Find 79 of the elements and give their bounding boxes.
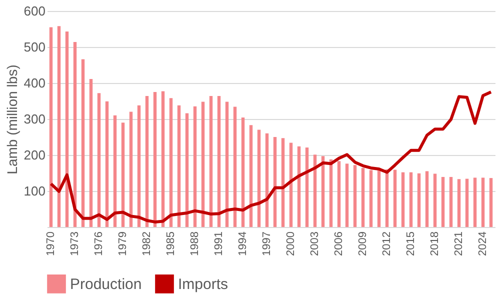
bar [97, 93, 101, 227]
legend-label: Imports [178, 276, 228, 293]
bar [345, 164, 349, 227]
bar [161, 91, 165, 227]
bar [81, 59, 85, 227]
y-axis-title: Lamb (million lbs) [4, 64, 20, 174]
bar [169, 98, 173, 227]
x-tick-label: 1991 [213, 232, 225, 256]
bar [201, 102, 205, 227]
bar [257, 130, 261, 227]
x-tick-label: 2024 [477, 232, 489, 256]
y-tick-label: 200 [24, 148, 46, 162]
bar [105, 101, 109, 227]
bar [145, 96, 149, 227]
x-tick-label: 2015 [405, 232, 417, 256]
bar [393, 170, 397, 227]
bar [209, 96, 213, 227]
y-tick-label: 300 [24, 112, 46, 126]
x-tick-label: 2009 [357, 232, 369, 256]
bar [49, 27, 53, 227]
bar [337, 161, 341, 227]
bar [473, 178, 477, 227]
bar [425, 171, 429, 227]
x-tick-label: 1976 [93, 232, 105, 256]
bar [465, 178, 469, 227]
x-tick-label: 2018 [429, 232, 441, 256]
bar [297, 146, 301, 227]
bar [249, 125, 253, 227]
bar [353, 165, 357, 227]
bar [177, 105, 181, 227]
bar [185, 113, 189, 227]
x-tick-label: 2003 [309, 232, 321, 256]
x-tick-label: 1973 [69, 232, 81, 256]
bar [369, 170, 373, 227]
y-tick-label: 600 [24, 4, 46, 18]
bar [241, 118, 245, 227]
bar [409, 172, 413, 227]
bar [121, 122, 125, 227]
y-tick-label: 500 [24, 40, 46, 54]
bar [449, 176, 453, 227]
bar [225, 102, 229, 227]
bar [113, 115, 117, 227]
bar [377, 170, 381, 227]
x-tick-label: 2021 [453, 232, 465, 256]
bar [489, 178, 493, 227]
x-tick-label: 1997 [261, 232, 273, 256]
bar [137, 105, 141, 227]
bar [313, 154, 317, 227]
bar [217, 96, 221, 227]
x-tick-label: 2006 [333, 232, 345, 256]
bar [481, 178, 485, 227]
bar [305, 147, 309, 227]
bar [401, 172, 405, 227]
y-tick-label: 100 [24, 184, 46, 198]
x-tick-label: 1988 [189, 232, 201, 256]
bar [417, 173, 421, 227]
bar [153, 92, 157, 227]
bar [273, 137, 277, 227]
bar [457, 179, 461, 227]
bar [89, 79, 93, 227]
bar [433, 174, 437, 227]
x-tick-label: 1985 [165, 232, 177, 256]
bar [441, 176, 445, 227]
bar [233, 106, 237, 227]
bar [321, 156, 325, 227]
legend-label: Production [70, 276, 142, 293]
bar [193, 106, 197, 227]
x-tick-label: 1979 [117, 232, 129, 256]
x-tick-label: 1970 [45, 232, 57, 256]
x-tick-label: 1982 [141, 232, 153, 256]
bar [361, 168, 365, 227]
line-series [50, 90, 492, 224]
x-tick-label: 2000 [285, 232, 297, 256]
bar [281, 138, 285, 227]
bar [57, 26, 61, 227]
y-tick-label: 400 [24, 76, 46, 90]
x-tick-label: 1994 [237, 232, 249, 256]
x-tick-label: 2012 [381, 232, 393, 256]
bar [129, 112, 133, 227]
